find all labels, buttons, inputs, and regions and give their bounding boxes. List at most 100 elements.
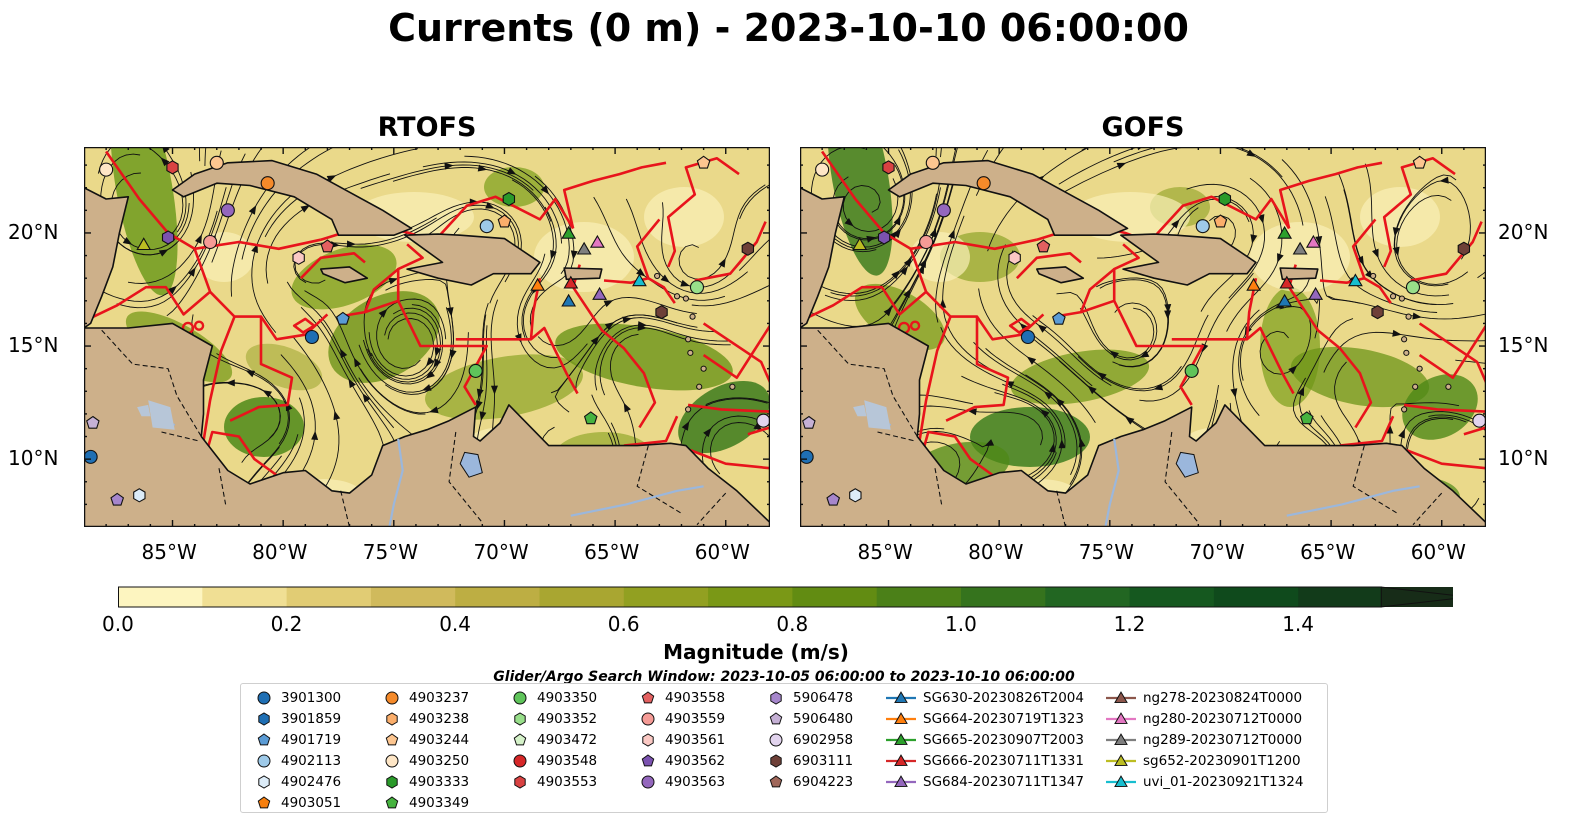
platform-marker[interactable] xyxy=(513,754,527,767)
platform-marker[interactable] xyxy=(304,329,319,345)
platform-marker[interactable] xyxy=(1472,413,1486,428)
platform-marker[interactable] xyxy=(257,754,271,767)
platform-marker[interactable] xyxy=(576,241,592,255)
platform-marker[interactable] xyxy=(561,293,577,307)
platform-marker[interactable] xyxy=(769,711,783,724)
platform-marker[interactable] xyxy=(641,775,655,788)
platform-marker[interactable] xyxy=(1114,753,1128,766)
map-panel-rtofs[interactable] xyxy=(84,147,770,527)
platform-marker[interactable] xyxy=(1371,304,1384,320)
platform-marker[interactable] xyxy=(561,225,577,239)
platform-marker[interactable] xyxy=(513,691,527,704)
platform-marker[interactable] xyxy=(769,733,783,746)
platform-marker[interactable] xyxy=(769,774,783,787)
platform-marker[interactable] xyxy=(756,413,770,428)
platform-marker[interactable] xyxy=(1184,363,1199,378)
platform-marker[interactable] xyxy=(258,774,270,789)
platform-marker[interactable] xyxy=(257,732,271,745)
platform-marker[interactable] xyxy=(1348,273,1363,287)
platform-marker[interactable] xyxy=(260,176,275,191)
platform-marker[interactable] xyxy=(1218,191,1232,207)
platform-marker[interactable] xyxy=(514,711,526,726)
platform-marker[interactable] xyxy=(919,234,934,250)
platform-marker[interactable] xyxy=(894,753,908,766)
platform-marker[interactable] xyxy=(497,214,512,228)
platform-marker[interactable] xyxy=(641,753,655,766)
map-panel-gofs[interactable] xyxy=(800,147,1486,527)
platform-marker[interactable] xyxy=(689,280,705,295)
platform-marker[interactable] xyxy=(877,230,891,245)
platform-marker[interactable] xyxy=(385,754,399,767)
platform-marker[interactable] xyxy=(1195,219,1210,234)
platform-marker[interactable] xyxy=(258,711,270,726)
platform-marker[interactable] xyxy=(203,234,218,250)
platform-marker[interactable] xyxy=(110,492,125,506)
platform-marker[interactable] xyxy=(1457,241,1471,256)
platform-marker[interactable] xyxy=(770,753,782,768)
platform-marker[interactable] xyxy=(514,774,526,789)
platform-marker[interactable] xyxy=(1405,280,1421,295)
platform-marker[interactable] xyxy=(1114,774,1128,787)
platform-marker[interactable] xyxy=(86,415,100,429)
platform-marker[interactable] xyxy=(1308,286,1324,300)
platform-marker[interactable] xyxy=(385,732,399,745)
platform-marker[interactable] xyxy=(161,230,175,245)
platform-marker[interactable] xyxy=(209,155,224,170)
platform-marker[interactable] xyxy=(257,691,271,704)
platform-marker[interactable] xyxy=(513,732,527,745)
platform-marker[interactable] xyxy=(1279,275,1295,289)
platform-marker[interactable] xyxy=(976,176,991,191)
platform-marker[interactable] xyxy=(136,237,152,251)
platform-marker[interactable] xyxy=(852,237,868,251)
platform-marker[interactable] xyxy=(320,239,335,253)
platform-marker[interactable] xyxy=(1305,234,1321,248)
platform-marker[interactable] xyxy=(1114,690,1128,703)
platform-marker[interactable] xyxy=(589,234,605,248)
platform-marker[interactable] xyxy=(1277,225,1293,239)
platform-marker[interactable] xyxy=(257,795,271,808)
platform-marker[interactable] xyxy=(1213,214,1228,228)
platform-marker[interactable] xyxy=(479,219,494,234)
platform-marker[interactable] xyxy=(592,286,608,300)
platform-marker[interactable] xyxy=(530,277,546,291)
platform-marker[interactable] xyxy=(583,411,598,425)
platform-marker[interactable] xyxy=(741,241,755,256)
platform-marker[interactable] xyxy=(502,191,516,207)
platform-marker[interactable] xyxy=(894,732,908,745)
platform-marker[interactable] xyxy=(1277,293,1293,307)
platform-marker[interactable] xyxy=(815,162,830,177)
platform-marker[interactable] xyxy=(642,732,654,747)
platform-marker[interactable] xyxy=(800,449,814,464)
platform-marker[interactable] xyxy=(925,155,940,170)
platform-marker[interactable] xyxy=(632,273,647,287)
platform-marker[interactable] xyxy=(655,304,668,320)
platform-marker[interactable] xyxy=(770,690,782,705)
platform-marker[interactable] xyxy=(166,160,179,175)
platform-marker[interactable] xyxy=(1114,732,1128,745)
platform-marker[interactable] xyxy=(385,795,399,808)
platform-marker[interactable] xyxy=(1299,411,1314,425)
platform-marker[interactable] xyxy=(1114,711,1128,724)
platform-marker[interactable] xyxy=(1052,311,1066,325)
platform-marker[interactable] xyxy=(1246,277,1262,291)
platform-marker[interactable] xyxy=(563,275,579,289)
platform-marker[interactable] xyxy=(220,203,235,218)
platform-marker[interactable] xyxy=(882,160,895,175)
platform-marker[interactable] xyxy=(802,415,816,429)
platform-marker[interactable] xyxy=(1020,329,1035,345)
platform-marker[interactable] xyxy=(292,250,305,265)
platform-marker[interactable] xyxy=(826,492,841,506)
platform-marker[interactable] xyxy=(99,162,114,177)
platform-marker[interactable] xyxy=(133,488,146,503)
platform-marker[interactable] xyxy=(696,155,711,169)
platform-marker[interactable] xyxy=(894,690,908,703)
platform-marker[interactable] xyxy=(894,711,908,724)
platform-marker[interactable] xyxy=(468,363,483,378)
platform-marker[interactable] xyxy=(641,690,655,703)
platform-marker[interactable] xyxy=(849,488,862,503)
platform-marker[interactable] xyxy=(1008,250,1021,265)
platform-marker[interactable] xyxy=(1412,155,1427,169)
platform-marker[interactable] xyxy=(641,712,655,725)
platform-marker[interactable] xyxy=(936,203,951,218)
platform-marker[interactable] xyxy=(386,774,398,789)
